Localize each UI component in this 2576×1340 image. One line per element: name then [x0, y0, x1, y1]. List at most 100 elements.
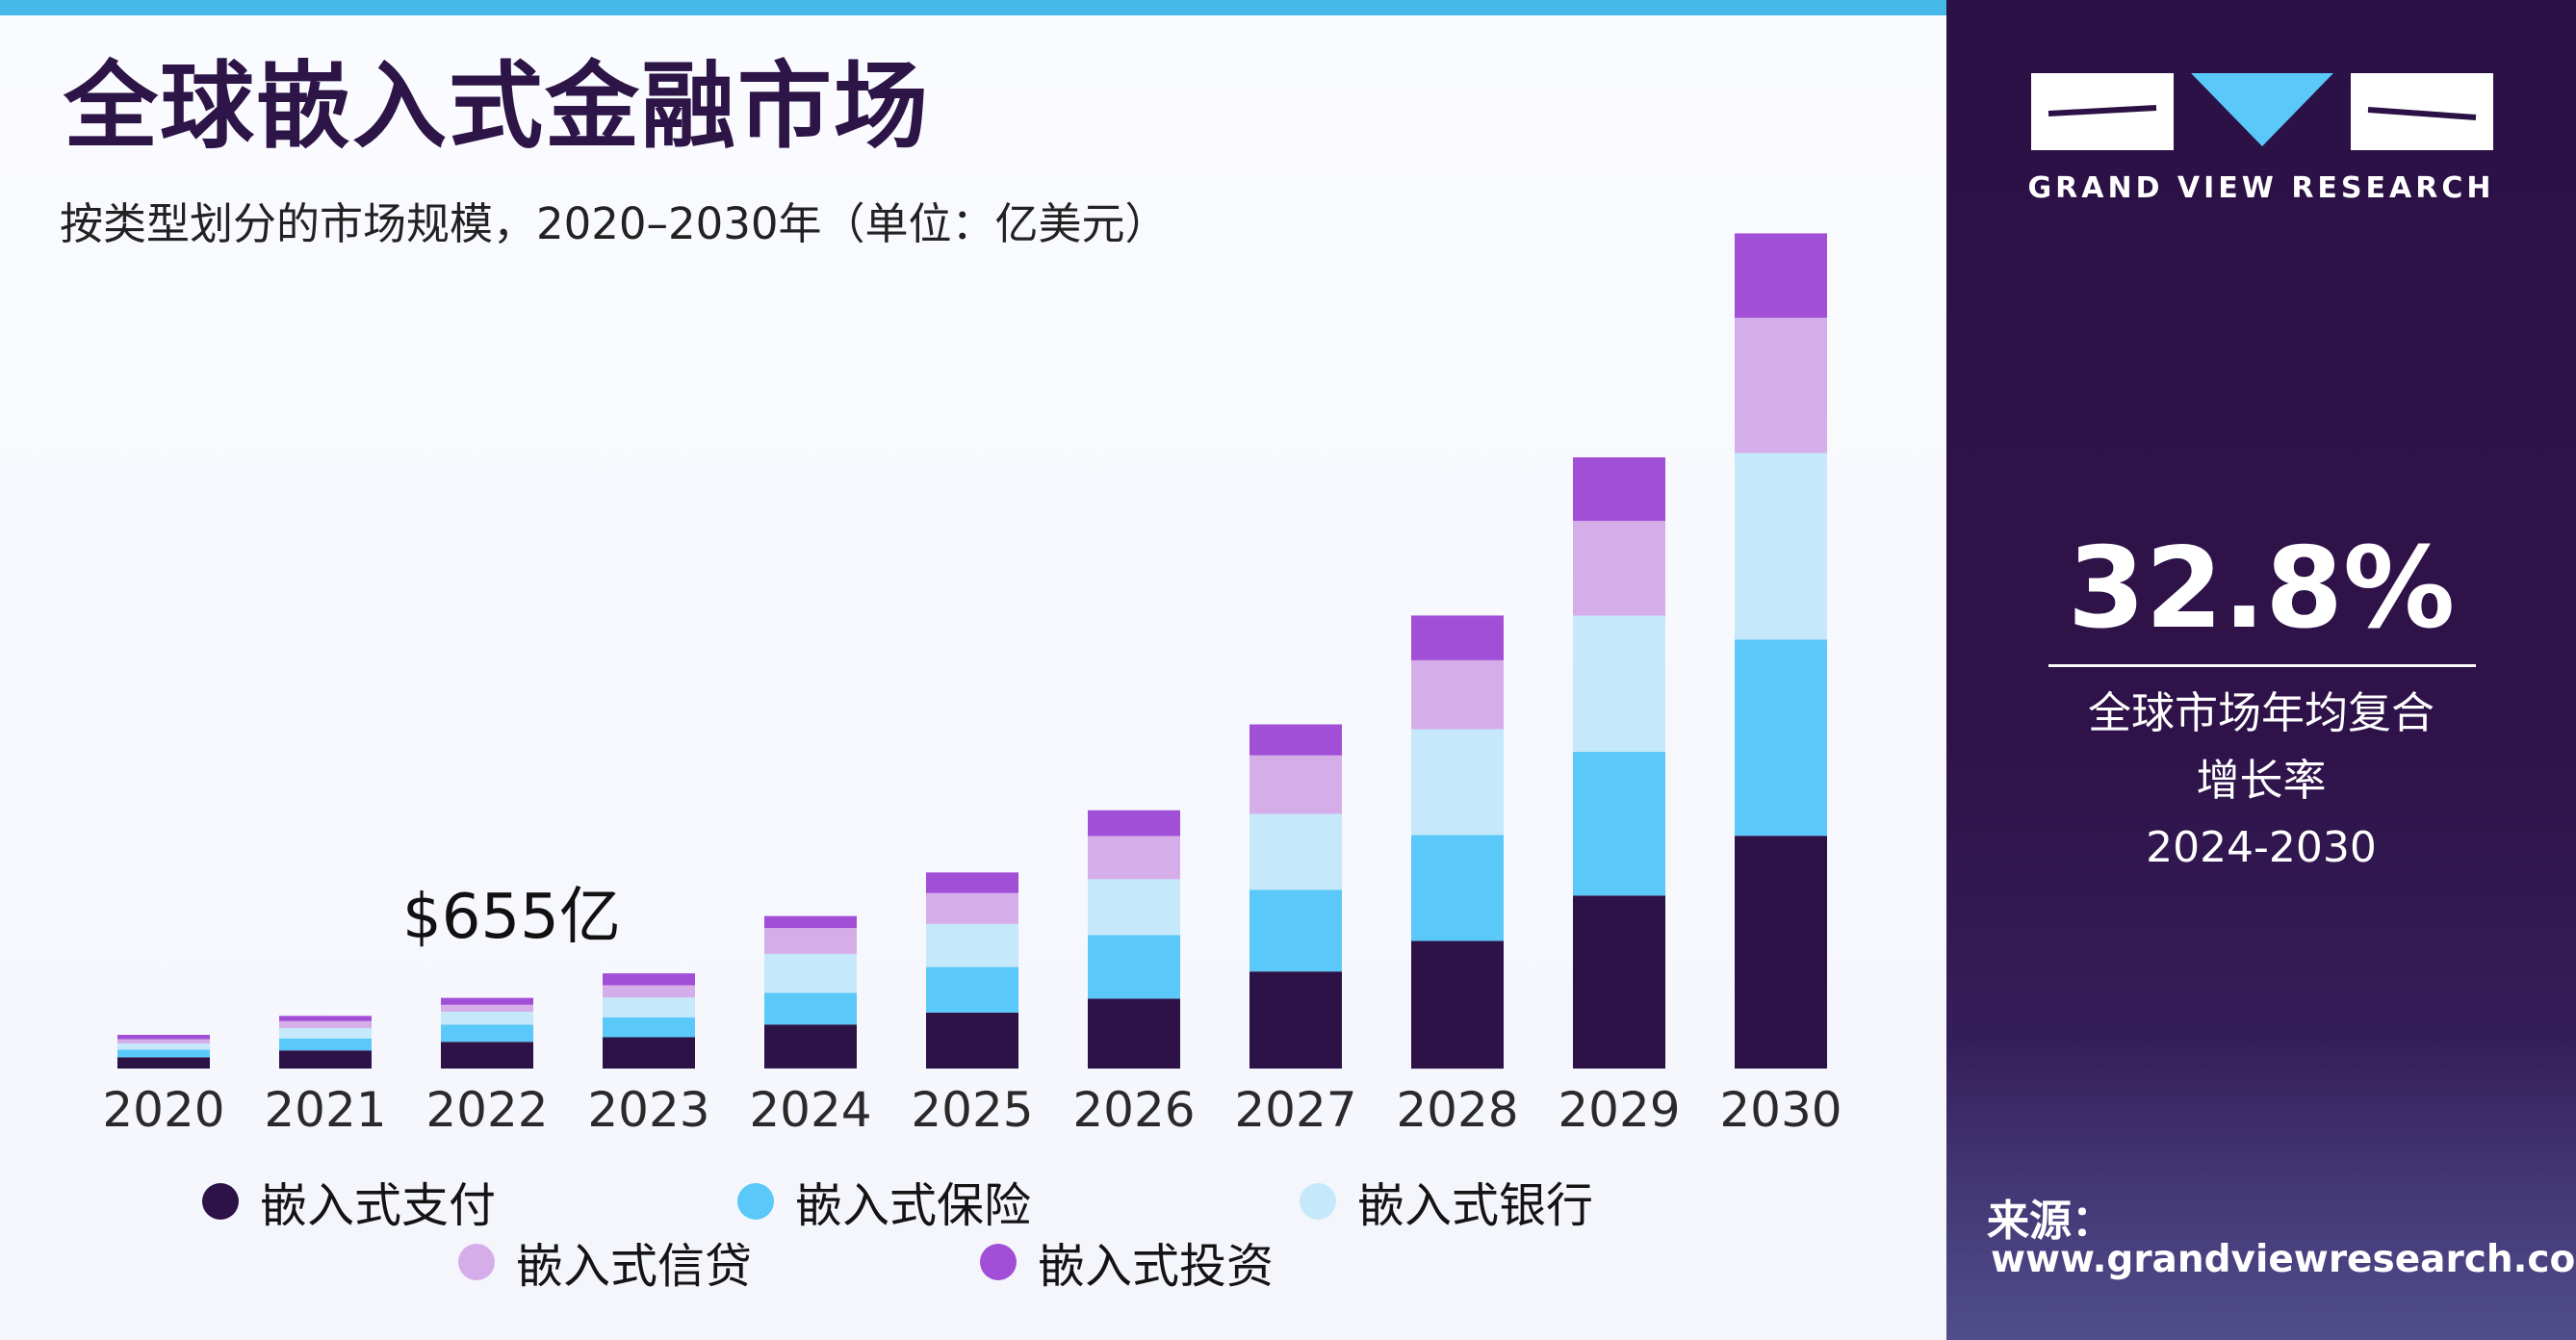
cagr-value: 32.8%	[2067, 524, 2456, 654]
bar-investment-2023	[603, 973, 695, 986]
bar-insurance-2026	[1088, 935, 1180, 999]
legend-item-insurance: 嵌入式保险	[737, 1168, 1031, 1235]
bar-payments-2022	[441, 1042, 533, 1069]
bar-insurance-2028	[1411, 835, 1504, 941]
top-accent-bar	[0, 0, 1946, 15]
bar-investment-2022	[441, 997, 533, 1005]
legend-label-banking: 嵌入式银行	[1357, 1177, 1594, 1233]
bar-investment-2025	[926, 872, 1018, 893]
logo-triangle	[2191, 73, 2333, 146]
brand-name: GRAND VIEW RESEARCH	[2027, 171, 2495, 205]
bar-payments-2024	[764, 1024, 857, 1069]
bar-lending-2029	[1573, 521, 1665, 616]
bar-banking-2022	[441, 1011, 533, 1025]
x-tick-label: 2022	[425, 1082, 548, 1138]
x-tick-label: 2029	[1558, 1082, 1680, 1138]
bar-insurance-2029	[1573, 751, 1665, 896]
bar-banking-2027	[1249, 813, 1342, 890]
x-tick-label: 2020	[102, 1082, 224, 1138]
logo-mark-right	[2367, 107, 2477, 120]
x-tick-label: 2030	[1719, 1082, 1842, 1138]
cagr-period: 2024-2030	[2146, 823, 2377, 872]
logo-mark-left	[2048, 105, 2157, 116]
bar-payments-2023	[603, 1037, 695, 1069]
legend-dot-banking	[1300, 1183, 1336, 1220]
bar-payments-2028	[1411, 941, 1504, 1069]
bar-investment-2021	[279, 1016, 372, 1021]
bar-banking-2030	[1735, 452, 1827, 640]
bar-investment-2026	[1088, 810, 1180, 837]
bar-banking-2024	[764, 954, 857, 993]
cagr-caption: 全球市场年均复合 增长率	[1946, 680, 2576, 814]
legend-item-investment: 嵌入式投资	[980, 1228, 1274, 1296]
bar-investment-2024	[764, 915, 857, 929]
source-label: 来源：	[1987, 1197, 2114, 1246]
bar-investment-2027	[1249, 724, 1342, 756]
bar-investment-2029	[1573, 457, 1665, 522]
bar-payments-2026	[1088, 998, 1180, 1069]
bar-banking-2025	[926, 923, 1018, 967]
bar-insurance-2021	[279, 1038, 372, 1051]
legend-item-lending: 嵌入式信贷	[458, 1228, 752, 1296]
bar-investment-2028	[1411, 615, 1504, 660]
gvr-logo	[2031, 73, 2493, 150]
legend-label-lending: 嵌入式信贷	[516, 1238, 753, 1294]
bar-lending-2025	[926, 892, 1018, 924]
x-tick-label: 2023	[587, 1082, 709, 1138]
bar-lending-2026	[1088, 836, 1180, 880]
bar-insurance-2025	[926, 966, 1018, 1013]
side-panel-grid-glow	[1946, 1040, 2576, 1340]
bar-payments-2025	[926, 1012, 1018, 1069]
stacked-bar-chart: 2020 2021 2022 2023 2024 2025 2026 2027 2028 2029…	[102, 233, 1842, 1138]
legend-label-insurance: 嵌入式保险	[795, 1177, 1032, 1233]
bar-lending-2024	[764, 928, 857, 954]
bar-banking-2020	[117, 1044, 210, 1050]
legend-dot-investment	[980, 1244, 1017, 1280]
bar-insurance-2024	[764, 992, 857, 1025]
x-tick-label: 2027	[1234, 1082, 1356, 1138]
bar-banking-2021	[279, 1027, 372, 1039]
bar-payments-2030	[1735, 836, 1827, 1069]
bar-payments-2021	[279, 1050, 372, 1069]
bar-lending-2021	[279, 1020, 372, 1028]
bar-insurance-2030	[1735, 639, 1827, 837]
bar-banking-2028	[1411, 729, 1504, 836]
bar-lending-2030	[1735, 318, 1827, 453]
bar-banking-2026	[1088, 879, 1180, 936]
bar-lending-2022	[441, 1004, 533, 1012]
bar-payments-2029	[1573, 895, 1665, 1069]
x-tick-label: 2028	[1396, 1082, 1518, 1138]
legend-label-payments: 嵌入式支付	[260, 1177, 497, 1233]
bar-insurance-2020	[117, 1049, 210, 1058]
x-tick-label: 2024	[749, 1082, 871, 1138]
bar-insurance-2022	[441, 1024, 533, 1043]
bar-banking-2023	[603, 997, 695, 1018]
x-tick-label: 2021	[264, 1082, 386, 1138]
x-tick-label: 2025	[911, 1082, 1033, 1138]
chart-title: 全球嵌入式金融市场	[64, 52, 931, 162]
bar-investment-2020	[117, 1035, 210, 1040]
legend-dot-insurance	[737, 1183, 774, 1220]
source-link[interactable]: www.grandviewresearch.com	[1991, 1238, 2576, 1281]
legend-dot-lending	[458, 1244, 495, 1280]
cagr-caption-line-2: 增长率	[2196, 755, 2327, 806]
legend-dot-payments	[202, 1183, 239, 1220]
bar-lending-2020	[117, 1039, 210, 1044]
legend-item-banking: 嵌入式银行	[1300, 1168, 1593, 1235]
bar-insurance-2023	[603, 1017, 695, 1038]
side-panel: GRAND VIEW RESEARCH 32.8% 全球市场年均复合 增长率 2…	[1946, 0, 2576, 1340]
bar-lending-2023	[603, 985, 695, 998]
bar-lending-2028	[1411, 660, 1504, 730]
x-tick-label: 2026	[1072, 1082, 1195, 1138]
bar-insurance-2027	[1249, 889, 1342, 972]
cagr-divider	[2048, 664, 2476, 667]
bar-lending-2027	[1249, 755, 1342, 814]
cagr-caption-line-1: 全球市场年均复合	[2087, 687, 2434, 738]
bar-banking-2029	[1573, 615, 1665, 752]
legend-item-payments: 嵌入式支付	[202, 1168, 496, 1235]
bar-payments-2027	[1249, 971, 1342, 1069]
bar-investment-2030	[1735, 233, 1827, 319]
bar-payments-2020	[117, 1057, 210, 1069]
value-annotation-2022: $655亿	[402, 882, 621, 953]
